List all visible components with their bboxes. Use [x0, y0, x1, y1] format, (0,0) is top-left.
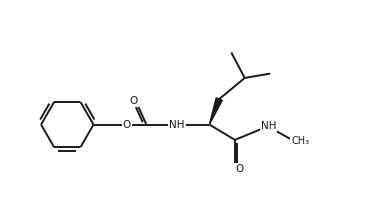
- Text: O: O: [235, 164, 244, 174]
- Text: NH: NH: [169, 120, 185, 130]
- Text: O: O: [129, 96, 138, 106]
- Text: O: O: [123, 120, 131, 130]
- Text: CH₃: CH₃: [291, 136, 309, 146]
- Polygon shape: [209, 98, 222, 125]
- Text: NH: NH: [261, 121, 276, 131]
